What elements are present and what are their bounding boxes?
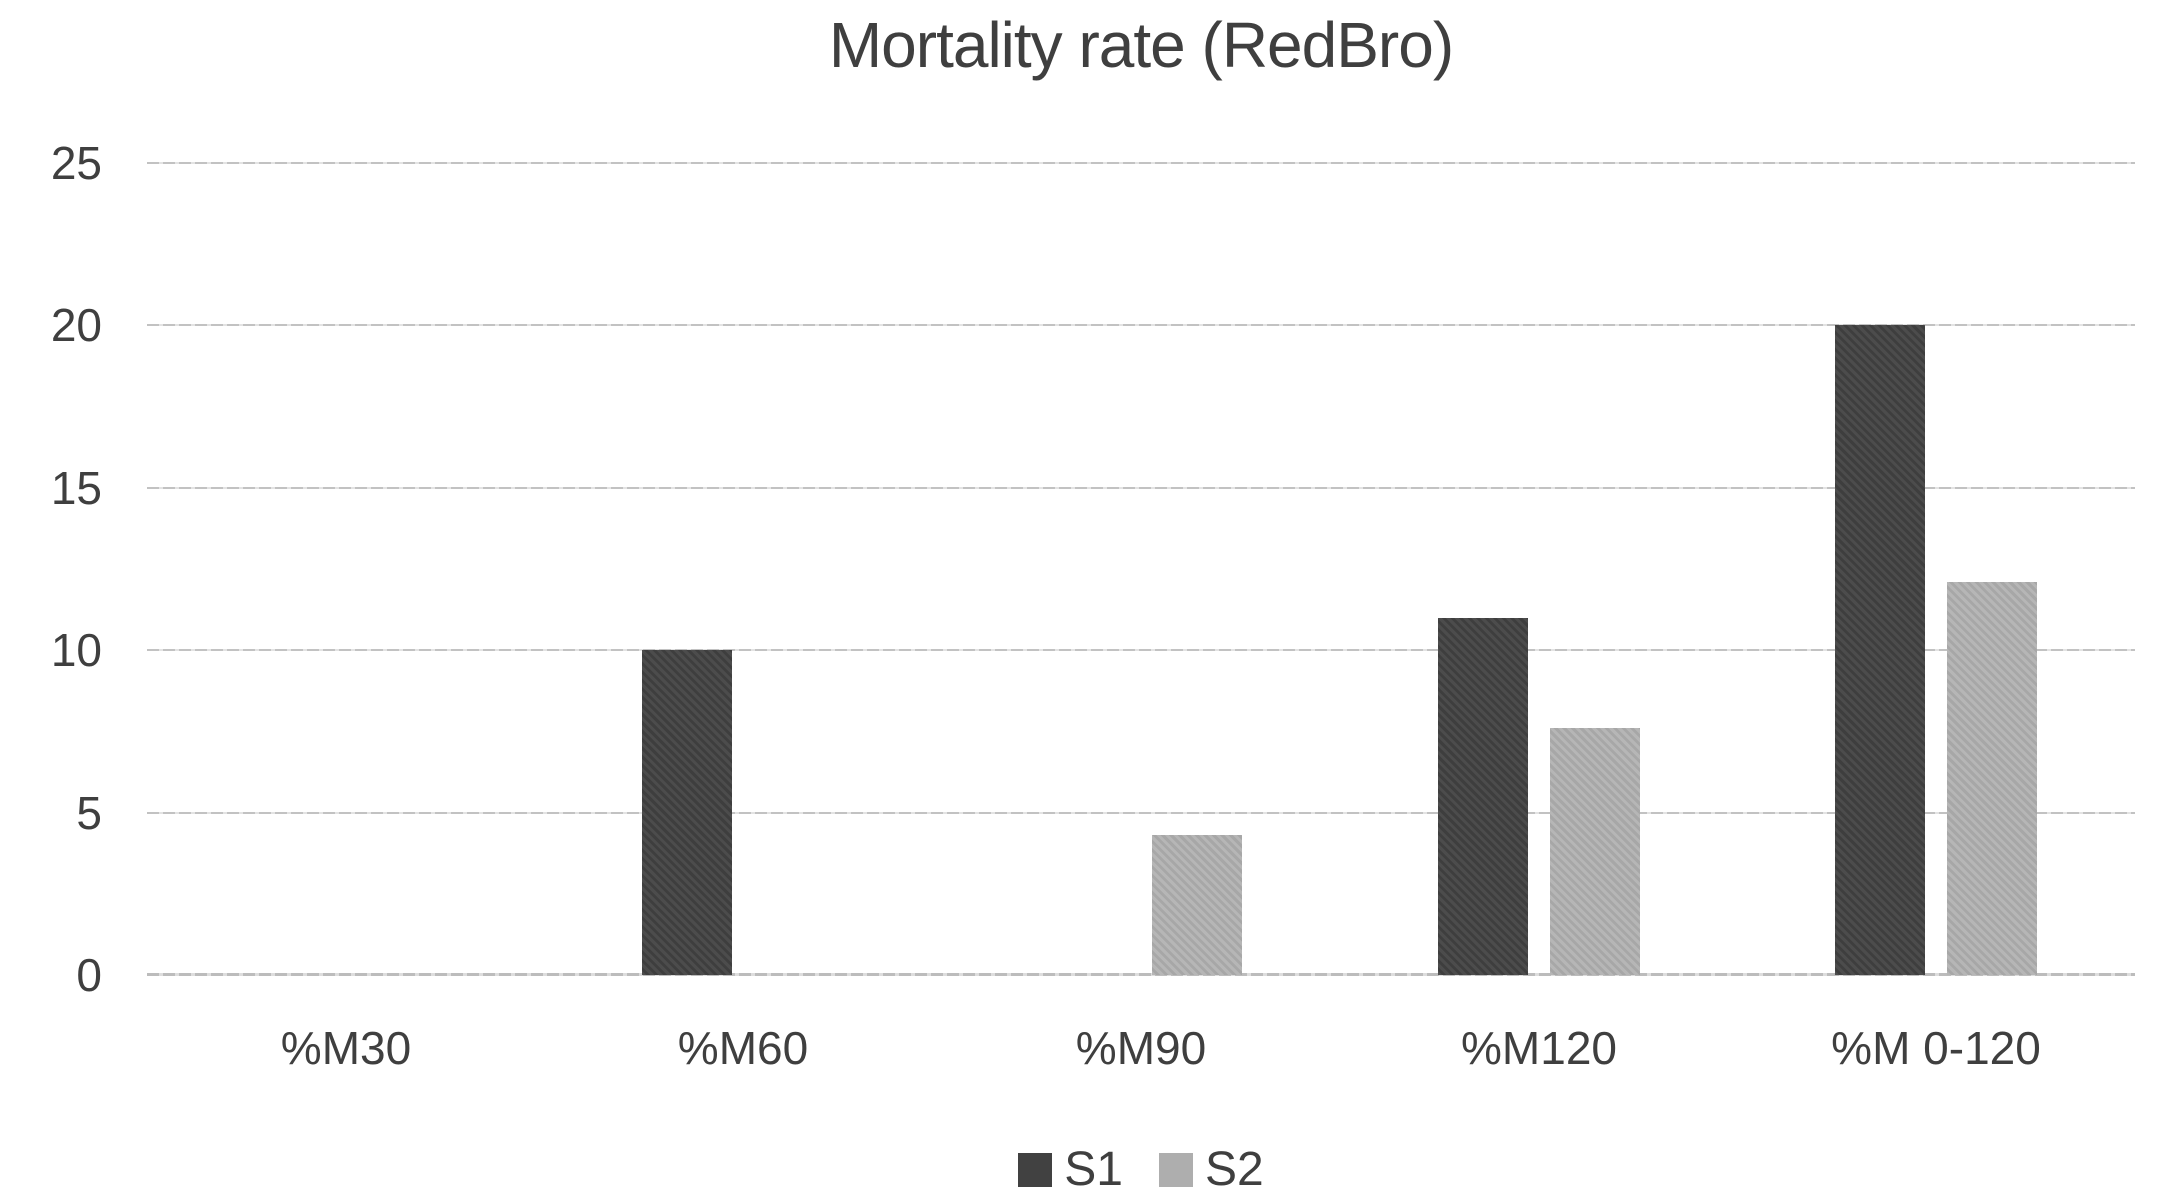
gridline-y-25 xyxy=(147,162,2135,164)
plot-area xyxy=(147,162,2135,976)
legend-swatch-s2 xyxy=(1159,1153,1193,1187)
y-tick-label-10: 10 xyxy=(50,624,102,676)
y-tick-label-15: 15 xyxy=(50,462,102,514)
bar-s1-m60 xyxy=(642,650,732,975)
y-tick-label-0: 0 xyxy=(76,949,102,1001)
chart-title: Mortality rate (RedBro) xyxy=(828,9,1454,81)
x-tick-label-m90: %M90 xyxy=(1075,1022,1207,1074)
gridline-y-15 xyxy=(147,487,2135,489)
legend-swatch-s1 xyxy=(1018,1153,1053,1187)
y-tick-label-25: 25 xyxy=(50,137,102,189)
legend-label-s1: S1 xyxy=(1064,1143,1123,1196)
x-tick-label-m30: %M30 xyxy=(280,1022,412,1074)
gridline-y-10 xyxy=(147,649,2135,651)
bar-s1-m0-120 xyxy=(1835,325,1925,975)
bar-s2-m120 xyxy=(1550,728,1640,975)
gridline-y-20 xyxy=(147,324,2135,326)
legend-item-s1: S1 xyxy=(1018,1144,1123,1196)
gridline-y-0 xyxy=(147,973,2135,976)
legend-item-s2: S2 xyxy=(1159,1144,1264,1196)
bar-s2-m0-120 xyxy=(1947,582,2037,975)
bar-s2-m90 xyxy=(1152,835,1242,975)
bar-s1-m120 xyxy=(1438,618,1528,975)
y-tick-label-5: 5 xyxy=(76,787,102,839)
legend-label-s2: S2 xyxy=(1205,1143,1264,1196)
gridline-y-5 xyxy=(147,812,2135,814)
legend: S1 S2 xyxy=(147,1144,2135,1196)
x-tick-label-m60: %M60 xyxy=(677,1022,809,1074)
x-tick-label-m0-120: %M 0-120 xyxy=(1831,1022,2041,1074)
x-tick-label-m120: %M120 xyxy=(1461,1022,1617,1074)
y-tick-label-20: 20 xyxy=(50,299,102,351)
